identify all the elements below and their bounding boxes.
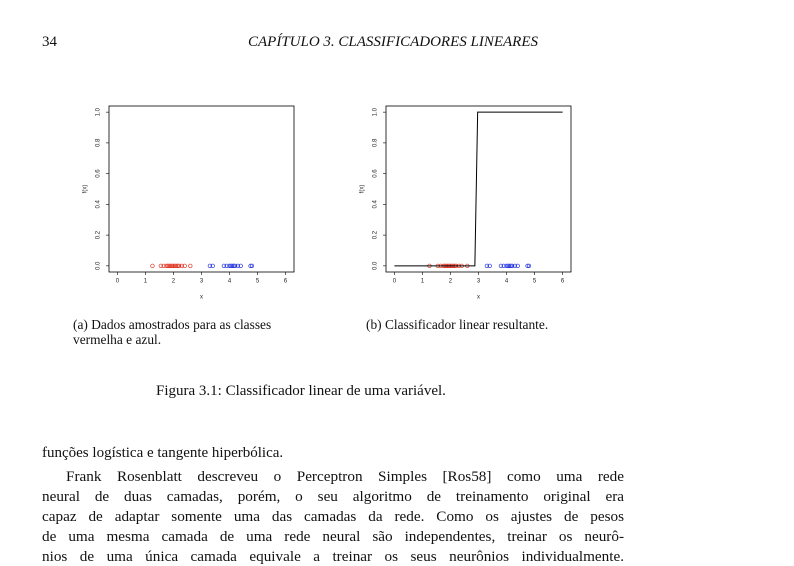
- x-tick-label: 0: [116, 279, 120, 285]
- point: [176, 263, 182, 269]
- point: [172, 263, 178, 269]
- point: [174, 263, 179, 269]
- point: [509, 263, 515, 269]
- point: [248, 263, 253, 269]
- y-tick-label: 0.2: [96, 230, 102, 239]
- x-tick-label: 0: [393, 279, 397, 285]
- x-axis-label: x: [477, 295, 480, 301]
- x-tick-label: 6: [284, 279, 288, 285]
- y-tick-label: 0.8: [96, 138, 102, 147]
- point: [227, 263, 232, 269]
- point: [179, 263, 185, 269]
- x-tick-label: 3: [477, 279, 481, 285]
- point: [221, 263, 227, 269]
- body-line: de uma mesma camada de uma rede neural s…: [42, 528, 624, 545]
- point: [487, 263, 492, 269]
- point: [238, 263, 243, 269]
- point: [230, 263, 235, 269]
- point: [165, 263, 171, 269]
- point: [224, 263, 229, 269]
- y-tick-label: 0.2: [373, 230, 379, 239]
- x-tick-label: 2: [172, 279, 176, 285]
- y-tick-label: 1.0: [373, 107, 379, 116]
- plot-frame: [108, 105, 295, 273]
- point: [501, 263, 506, 269]
- subcaption: (b) Classificador linear resultante.: [366, 317, 549, 332]
- body-line: capaz de adaptar somente uma das camadas…: [42, 508, 624, 525]
- point: [207, 263, 213, 269]
- x-axis-label: x: [200, 295, 203, 301]
- point: [169, 263, 175, 269]
- y-tick-label: 0.0: [373, 261, 379, 270]
- figure: 0 1 2 3 4 5 6 0.0 0.2 0.4 0.6 0.8 1.0 x f(x) 0 1 2 3 4 5 6 0.0…: [83, 105, 572, 301]
- point: [168, 263, 173, 269]
- y-axis-label: f(x): [83, 185, 89, 194]
- x-tick-label: 5: [256, 279, 260, 285]
- y-tick-label: 0.4: [373, 200, 379, 209]
- point: [498, 263, 504, 269]
- point: [228, 263, 234, 269]
- body-line: Frank Rosenblatt descreveu o Perceptron …: [66, 468, 624, 485]
- point: [171, 263, 176, 269]
- point: [167, 263, 172, 269]
- figure-caption: Figura 3.1: Classificador linear de uma …: [156, 383, 446, 399]
- point: [150, 263, 155, 269]
- chapter-title: CAPÍTULO 3. CLASSIFICADORES LINEARES: [248, 34, 538, 50]
- point: [235, 263, 241, 269]
- point: [182, 263, 187, 269]
- point: [507, 263, 512, 269]
- point: [210, 263, 215, 269]
- point: [188, 263, 193, 269]
- point: [525, 263, 530, 269]
- page-number: 34: [42, 34, 57, 50]
- x-tick-label: 2: [449, 279, 453, 285]
- x-tick-label: 4: [228, 279, 232, 285]
- point: [161, 263, 166, 269]
- point: [526, 263, 532, 269]
- y-axis-label: f(x): [360, 185, 366, 194]
- subcaption: vermelha e azul.: [73, 332, 162, 347]
- point: [515, 263, 520, 269]
- x-tick-label: 5: [533, 279, 537, 285]
- point: [158, 263, 164, 269]
- point: [231, 263, 236, 269]
- y-tick-label: 0.6: [373, 169, 379, 178]
- point: [504, 263, 509, 269]
- point: [232, 263, 238, 269]
- y-tick-label: 0.8: [373, 138, 379, 147]
- body-line: nios de uma única camada equivale a trei…: [42, 548, 624, 565]
- x-tick-label: 4: [505, 279, 509, 285]
- y-tick-label: 0.4: [96, 200, 102, 209]
- body-line: neural de duas camadas, porém, o seu alg…: [42, 488, 624, 505]
- y-tick-label: 0.0: [96, 261, 102, 270]
- plot-frame: [385, 105, 572, 273]
- x-tick-label: 1: [421, 279, 425, 285]
- point: [164, 263, 169, 269]
- point: [175, 263, 180, 269]
- point: [505, 263, 511, 269]
- x-tick-label: 1: [144, 279, 148, 285]
- point: [249, 263, 255, 269]
- subcaption: (a) Dados amostrados para as classes: [73, 317, 272, 332]
- point: [512, 263, 518, 269]
- body-line: funções logística e tangente hiperbólica…: [42, 445, 284, 461]
- x-tick-label: 3: [200, 279, 204, 285]
- point: [484, 263, 490, 269]
- y-tick-label: 0.6: [96, 169, 102, 178]
- y-tick-label: 1.0: [96, 107, 102, 116]
- point: [508, 263, 513, 269]
- x-tick-label: 6: [561, 279, 565, 285]
- line: [394, 111, 563, 267]
